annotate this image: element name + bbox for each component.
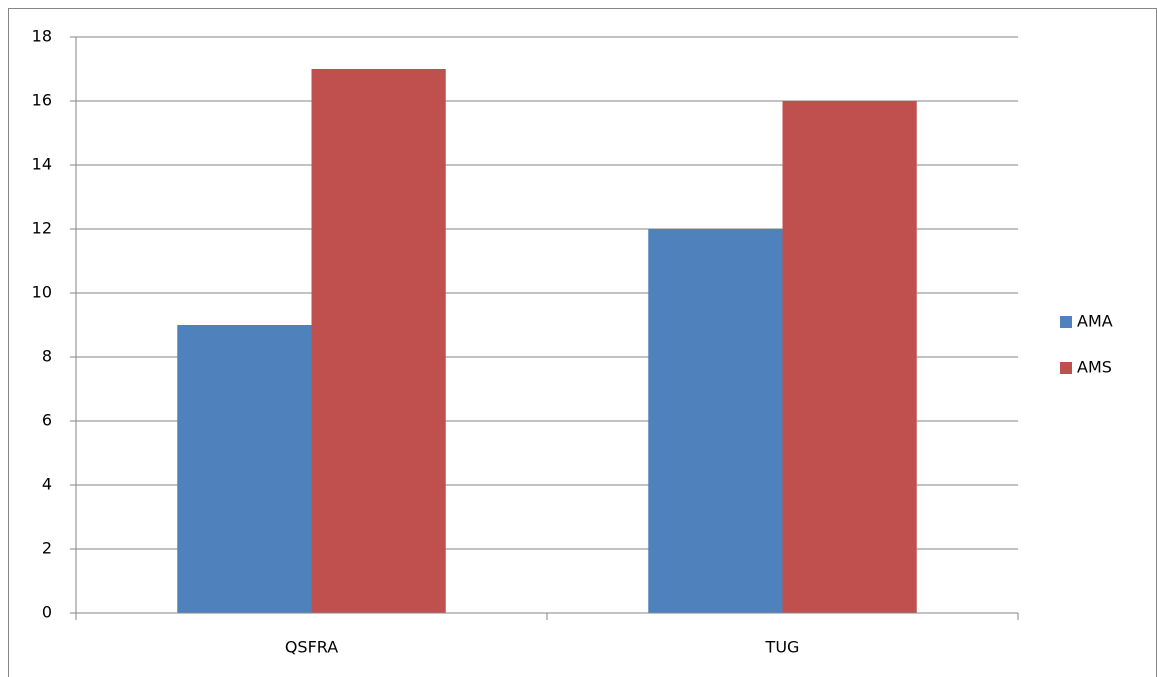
bar — [311, 69, 446, 613]
y-tick-label: 10 — [32, 283, 52, 302]
legend-label: AMA — [1077, 312, 1113, 331]
legend-swatch — [1060, 362, 1072, 374]
y-tick-label: 6 — [42, 411, 52, 430]
y-tick-label: 12 — [32, 219, 52, 238]
y-tick-label: 14 — [32, 155, 52, 174]
x-tick-label: QSFRA — [285, 638, 338, 657]
y-tick-label: 4 — [42, 475, 52, 494]
bar — [648, 229, 783, 613]
bar — [782, 101, 917, 613]
y-tick-label: 2 — [42, 539, 52, 558]
x-tick-label: TUG — [765, 638, 800, 657]
legend-swatch — [1060, 316, 1072, 328]
y-tick-label: 8 — [42, 347, 52, 366]
y-tick-label: 0 — [42, 603, 52, 622]
y-tick-label: 16 — [32, 91, 52, 110]
bar — [177, 325, 312, 613]
y-tick-label: 18 — [32, 27, 52, 46]
legend-label: AMS — [1077, 358, 1112, 377]
